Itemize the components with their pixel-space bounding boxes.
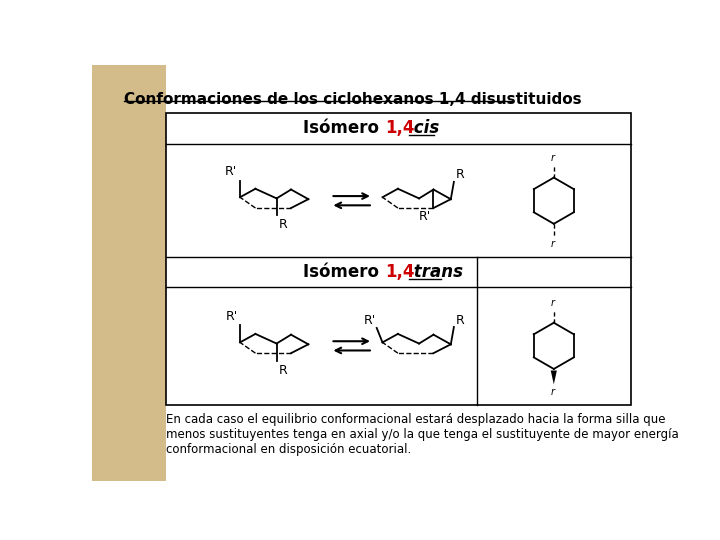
Text: R': R' (419, 210, 431, 223)
Text: En cada caso el equilibrio conformacional estará desplazado hacia la forma silla: En cada caso el equilibrio conformaciona… (166, 413, 679, 456)
Text: R: R (456, 314, 464, 327)
Text: r: r (551, 153, 555, 163)
Text: R: R (456, 168, 464, 181)
Polygon shape (551, 370, 557, 384)
Text: 1,4: 1,4 (384, 119, 414, 137)
Text: r: r (551, 298, 555, 308)
Text: r: r (551, 387, 555, 397)
Bar (166, 112, 631, 405)
Text: Conformaciones de los ciclohexanos 1,4 disustituidos: Conformaciones de los ciclohexanos 1,4 d… (124, 92, 582, 107)
Text: r: r (551, 239, 555, 249)
Text: 1,4: 1,4 (384, 263, 414, 281)
Text: Isómero: Isómero (303, 263, 384, 281)
Bar (166, 65, 647, 481)
Text: R': R' (364, 314, 376, 327)
Text: R': R' (225, 309, 238, 322)
Text: Isómero: Isómero (303, 119, 384, 137)
Text: cis: cis (408, 119, 439, 137)
Text: R': R' (225, 165, 237, 178)
Text: R: R (279, 218, 288, 231)
Text: trans: trans (408, 263, 463, 281)
Bar (92, 65, 166, 481)
Text: R: R (279, 364, 288, 377)
